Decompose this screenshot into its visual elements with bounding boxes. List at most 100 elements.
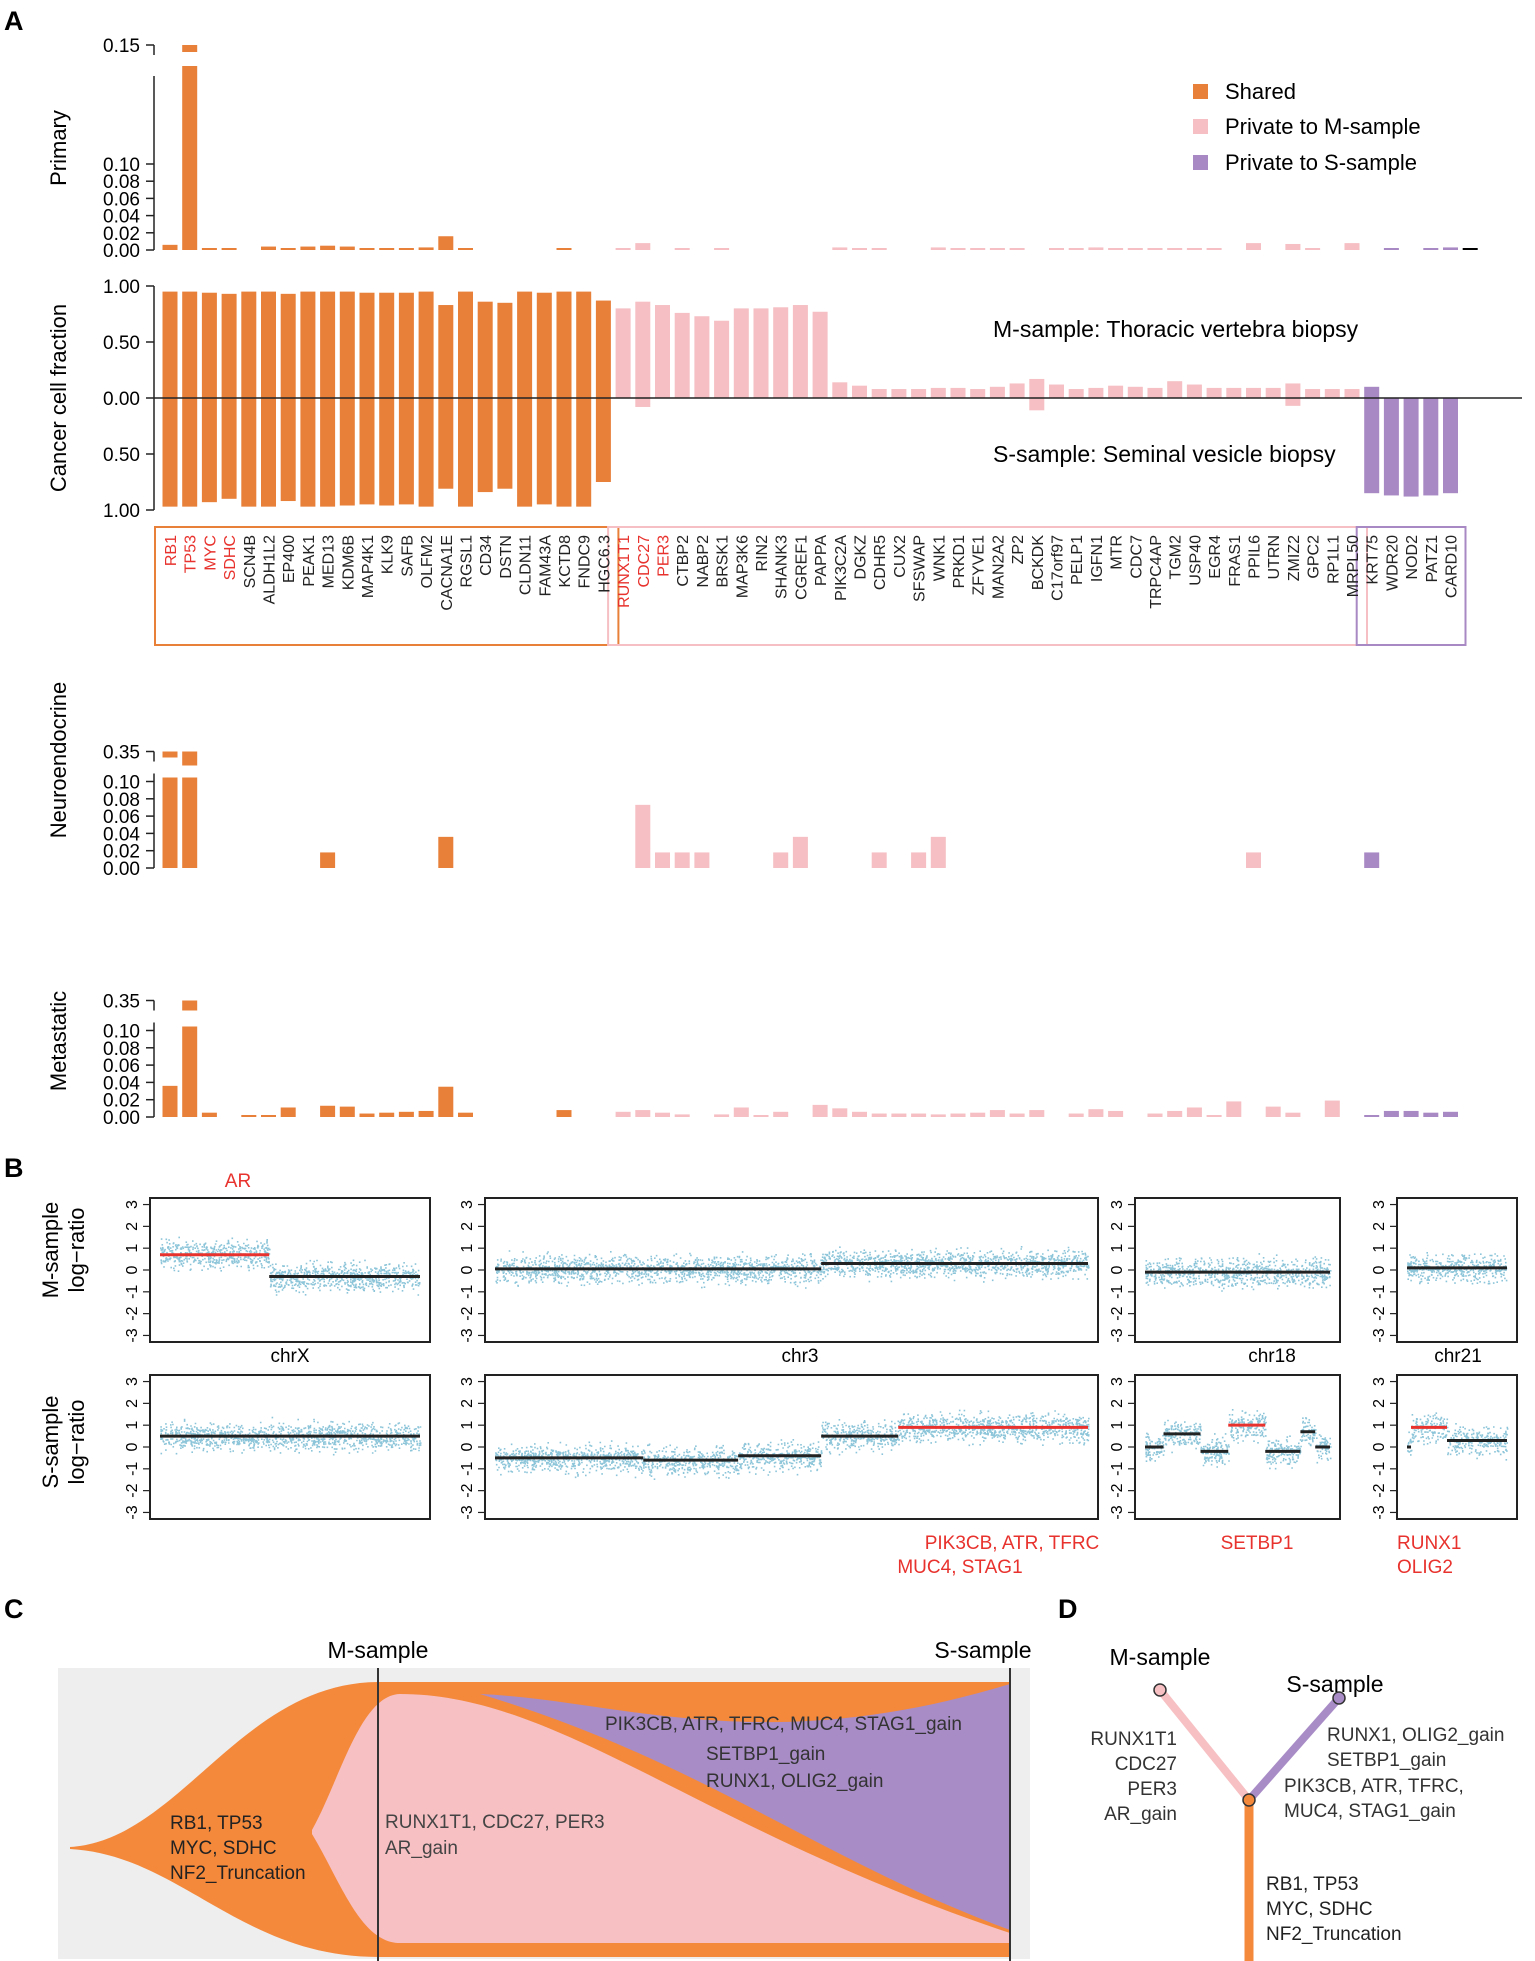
cnv-y-tick-label: -2 bbox=[459, 1306, 476, 1320]
primary-bar bbox=[320, 245, 336, 250]
ccf-m-bar bbox=[1088, 387, 1104, 398]
cnv-chrom-label: chr3 bbox=[782, 1346, 819, 1367]
cnv-y-tick-label: 0 bbox=[124, 1265, 141, 1274]
cnv-points bbox=[898, 1409, 1090, 1447]
ccf-m-bar bbox=[891, 389, 907, 398]
gene-label: TP53 bbox=[183, 535, 200, 573]
met-bar bbox=[438, 1086, 454, 1117]
gene-label: NABP2 bbox=[695, 535, 712, 588]
ne-bar bbox=[1364, 852, 1380, 868]
cnv-panel-s-2 bbox=[1134, 1374, 1341, 1520]
tree-m-event-3: PER3 bbox=[1127, 1779, 1177, 1800]
cnv-y-tick-label: 3 bbox=[459, 1200, 476, 1209]
ccf-m-bar bbox=[655, 305, 670, 398]
ccf-m-bar bbox=[1246, 387, 1261, 398]
ccf-m-bar bbox=[1344, 389, 1360, 398]
ylabel-neuroendocrine: Neuroendocrine bbox=[46, 682, 71, 839]
primary-bar bbox=[871, 248, 887, 250]
ccf-s-bar bbox=[261, 398, 276, 507]
met-y-tick-label: 0.02 bbox=[103, 1091, 140, 1112]
gene-label: RUNX1T1 bbox=[616, 535, 633, 608]
met-bar bbox=[1423, 1112, 1439, 1117]
met-y-tick-label: 0.10 bbox=[103, 1022, 140, 1043]
ccf-m-bar bbox=[162, 291, 178, 398]
gene-label: CD34 bbox=[478, 535, 495, 576]
panel-letter-c: C bbox=[4, 1594, 24, 1624]
met-bar bbox=[832, 1108, 848, 1117]
ccf-s-bar bbox=[1383, 398, 1399, 496]
ne-y-tick-label: 0.00 bbox=[103, 859, 140, 880]
ccf-m-bar bbox=[733, 308, 749, 398]
gene-label: WDR20 bbox=[1384, 535, 1401, 591]
tree-trunk-event-3: NF2_Truncation bbox=[1266, 1924, 1402, 1945]
gene-label: EGR4 bbox=[1207, 535, 1224, 579]
gene-label: KDM6B bbox=[340, 535, 357, 590]
primary-bar bbox=[852, 248, 867, 250]
ccf-m-bar bbox=[1226, 387, 1242, 398]
met-bar bbox=[359, 1113, 375, 1117]
ccf-s-bar bbox=[1285, 398, 1301, 406]
gene-label: MAN2A2 bbox=[990, 535, 1007, 599]
cnv-ylabel-m-line1: M-sample bbox=[38, 1202, 63, 1299]
met-bar bbox=[261, 1115, 276, 1117]
cnv-points bbox=[1163, 1419, 1202, 1454]
tree-s-label: S-sample bbox=[1286, 1671, 1383, 1697]
gene-box-private-s bbox=[1355, 526, 1467, 646]
ccf-m-bar bbox=[694, 316, 710, 398]
gene-label: CDC7 bbox=[1128, 535, 1145, 579]
met-bar bbox=[753, 1115, 769, 1117]
cnv-y-tick-label: -3 bbox=[459, 1505, 476, 1519]
met-bar bbox=[1383, 1110, 1399, 1117]
ccf-m-bar bbox=[852, 385, 867, 398]
ccf-s-bar bbox=[379, 398, 395, 506]
cnv-y-tick-label: -2 bbox=[124, 1306, 141, 1320]
cnv-points bbox=[821, 1419, 900, 1456]
ccf-s-bar bbox=[1443, 398, 1458, 494]
ccf-s-bar bbox=[280, 398, 296, 502]
ne-bar bbox=[674, 852, 690, 868]
gene-label: ZMIZ2 bbox=[1286, 535, 1303, 581]
ylabel-metastatic: Metastatic bbox=[46, 991, 71, 1091]
primary-bar bbox=[1246, 243, 1261, 250]
primary-bar bbox=[832, 247, 848, 250]
cnv-y-tick-label: 1 bbox=[1371, 1244, 1388, 1253]
ccf-m-bar bbox=[1147, 387, 1163, 398]
ccf-s-bar bbox=[201, 398, 217, 503]
primary-bar bbox=[1305, 248, 1321, 250]
ccf-m-bar bbox=[1068, 389, 1084, 398]
met-bar bbox=[911, 1113, 927, 1117]
ccf-m-bar bbox=[1009, 383, 1025, 398]
ccf-m-bar bbox=[832, 382, 848, 398]
primary-bar bbox=[1009, 248, 1025, 250]
primary-bar bbox=[300, 246, 316, 250]
tree-s-event-4: MUC4, STAG1_gain bbox=[1284, 1801, 1456, 1822]
cnv-y-tick-label: -1 bbox=[459, 1285, 476, 1299]
cnv-points bbox=[1407, 1431, 1413, 1456]
met-bar bbox=[989, 1110, 1005, 1117]
cnv-panel-m-0 bbox=[149, 1197, 431, 1343]
ccf-s-bar bbox=[162, 398, 178, 507]
primary-y-tick-label: 0.06 bbox=[103, 189, 140, 210]
ccf-m-bar bbox=[989, 386, 1005, 398]
primary-bar bbox=[615, 248, 631, 250]
ccf-m-bar bbox=[359, 292, 375, 398]
cnv-ylabel-m-line2: log−ratio bbox=[64, 1207, 89, 1292]
cnv-y-tick-label: 3 bbox=[1371, 1200, 1388, 1209]
ccf-s-bar bbox=[320, 398, 336, 507]
ccf-s-bar bbox=[556, 398, 572, 507]
cnv-ylabel-s-line2: log−ratio bbox=[64, 1399, 89, 1484]
cnv-y-tick-label: 2 bbox=[1109, 1399, 1126, 1408]
gene-label: SFSWAP bbox=[912, 535, 929, 602]
gene-label: CDHR5 bbox=[872, 535, 889, 590]
cnv-ylabel-m: M-samplelog−ratio bbox=[38, 1202, 89, 1299]
ccf-m-bar bbox=[556, 291, 572, 398]
ccf-m-bar bbox=[398, 292, 414, 398]
fish-trunk-line-3: NF2_Truncation bbox=[170, 1863, 306, 1884]
cnv-y-tick-label: 1 bbox=[459, 1244, 476, 1253]
cnv-y-tick-label: 1 bbox=[124, 1421, 141, 1430]
ccf-m-bar bbox=[1265, 387, 1281, 398]
cnv-y-tick-label: -3 bbox=[124, 1328, 141, 1342]
panel-letter-b: B bbox=[4, 1153, 24, 1183]
ccf-s-bar bbox=[438, 398, 454, 489]
met-bar bbox=[1108, 1110, 1124, 1117]
